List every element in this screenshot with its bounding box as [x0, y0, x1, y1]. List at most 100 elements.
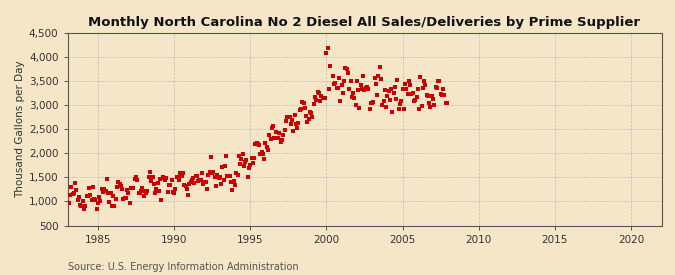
Point: [344, 87, 354, 91]
Point: [143, 174, 154, 179]
Point: [315, 99, 325, 103]
Point: [189, 180, 200, 185]
Point: [180, 184, 191, 188]
Point: [80, 204, 90, 208]
Point: [373, 74, 384, 78]
Point: [213, 176, 224, 180]
Point: [136, 189, 146, 194]
Point: [438, 87, 449, 91]
Point: [431, 86, 442, 90]
Point: [352, 79, 362, 83]
Point: [273, 136, 284, 140]
Point: [74, 195, 84, 199]
Point: [223, 174, 234, 178]
Point: [114, 182, 125, 186]
Point: [368, 99, 379, 104]
Point: [250, 142, 261, 147]
Point: [166, 178, 177, 182]
Point: [134, 191, 145, 195]
Point: [160, 177, 171, 182]
Point: [333, 76, 344, 81]
Point: [389, 85, 400, 90]
Point: [363, 87, 374, 91]
Point: [218, 178, 229, 183]
Point: [100, 189, 111, 194]
Point: [293, 121, 304, 126]
Point: [182, 186, 192, 191]
Point: [301, 114, 312, 118]
Point: [279, 127, 290, 132]
Point: [86, 198, 97, 203]
Point: [326, 23, 337, 28]
Point: [420, 82, 431, 87]
Point: [237, 151, 248, 156]
Point: [321, 51, 332, 56]
Point: [258, 152, 269, 156]
Title: Monthly North Carolina No 2 Diesel All Sales/Deliveries by Prime Supplier: Monthly North Carolina No 2 Diesel All S…: [88, 16, 641, 29]
Point: [342, 67, 352, 71]
Point: [240, 160, 250, 164]
Point: [225, 174, 236, 178]
Point: [108, 194, 119, 199]
Point: [205, 169, 215, 174]
Point: [355, 83, 366, 88]
Point: [63, 200, 74, 205]
Point: [82, 194, 93, 199]
Point: [400, 82, 410, 86]
Point: [127, 186, 138, 191]
Point: [313, 90, 324, 95]
Point: [198, 182, 209, 186]
Point: [345, 79, 356, 83]
Point: [283, 115, 294, 120]
Point: [310, 95, 321, 100]
Point: [294, 108, 305, 112]
Point: [375, 77, 386, 82]
Point: [307, 114, 318, 119]
Point: [232, 172, 243, 177]
Point: [144, 170, 155, 175]
Point: [325, 64, 335, 68]
Point: [120, 196, 131, 200]
Point: [78, 199, 88, 203]
Point: [379, 87, 390, 92]
Point: [140, 189, 151, 194]
Point: [113, 180, 124, 184]
Point: [228, 179, 239, 183]
Point: [124, 201, 135, 205]
Point: [88, 197, 99, 202]
Point: [387, 110, 398, 114]
Point: [354, 106, 364, 110]
Point: [155, 177, 165, 181]
Point: [298, 101, 309, 106]
Point: [275, 139, 286, 144]
Point: [186, 178, 197, 182]
Point: [359, 88, 370, 93]
Point: [394, 107, 404, 111]
Point: [353, 88, 364, 92]
Point: [148, 182, 159, 186]
Point: [268, 123, 279, 128]
Point: [261, 144, 272, 149]
Point: [71, 188, 82, 192]
Point: [185, 180, 196, 184]
Point: [265, 137, 276, 141]
Point: [252, 141, 263, 146]
Point: [78, 207, 89, 211]
Point: [360, 86, 371, 90]
Point: [256, 150, 267, 154]
Point: [163, 190, 173, 194]
Point: [302, 120, 313, 125]
Point: [222, 174, 233, 178]
Point: [188, 176, 198, 180]
Point: [98, 189, 109, 194]
Point: [340, 65, 351, 70]
Point: [119, 196, 130, 200]
Point: [308, 101, 319, 106]
Point: [395, 102, 406, 106]
Point: [92, 201, 103, 205]
Point: [320, 96, 331, 100]
Point: [85, 193, 96, 198]
Point: [184, 182, 195, 186]
Point: [306, 111, 317, 116]
Point: [70, 181, 80, 186]
